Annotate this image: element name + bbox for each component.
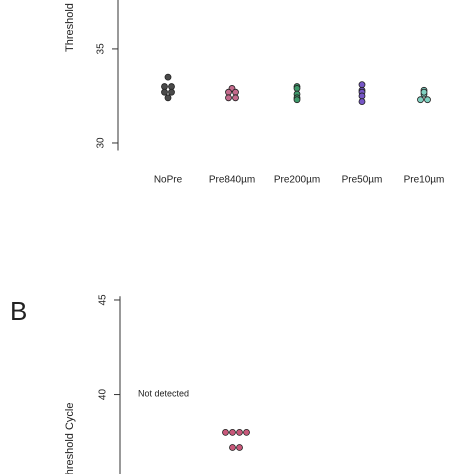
data-point bbox=[293, 96, 301, 104]
x-tick-label: Pre10µm bbox=[404, 175, 445, 186]
y-tick-label: 30 bbox=[96, 137, 107, 149]
data-point bbox=[424, 96, 431, 104]
y-tick-label: 45 bbox=[98, 294, 109, 306]
data-point bbox=[236, 428, 243, 436]
annotation: Not detected bbox=[138, 388, 189, 398]
data-point bbox=[161, 88, 168, 96]
y-tick-label: 35 bbox=[96, 43, 107, 55]
data-point bbox=[358, 81, 366, 89]
data-point bbox=[222, 428, 229, 436]
data-point bbox=[229, 428, 236, 436]
data-point bbox=[168, 83, 175, 90]
data-point bbox=[164, 94, 172, 102]
y-axis-label: Threshold Cycle bbox=[64, 0, 76, 52]
y-axis-label: Threshold Cycle bbox=[64, 403, 76, 474]
data-point bbox=[225, 88, 232, 96]
data-point bbox=[243, 428, 250, 436]
data-point bbox=[358, 92, 366, 100]
panel-label: B bbox=[10, 296, 27, 326]
data-point bbox=[161, 83, 168, 90]
data-point bbox=[420, 88, 428, 96]
y-tick-label: 40 bbox=[98, 389, 109, 401]
data-point bbox=[225, 94, 232, 102]
data-point bbox=[232, 88, 239, 96]
data-point bbox=[229, 444, 236, 451]
data-point bbox=[164, 73, 172, 81]
data-point bbox=[358, 98, 366, 105]
x-tick-label: Pre50µm bbox=[342, 175, 383, 186]
data-point bbox=[417, 96, 424, 104]
x-tick-label: Pre200µm bbox=[274, 175, 320, 186]
x-tick-label: Pre840µm bbox=[209, 175, 255, 186]
x-tick-label: NoPre bbox=[154, 175, 183, 186]
data-point bbox=[232, 94, 239, 102]
data-point bbox=[293, 85, 301, 92]
data-point bbox=[168, 88, 175, 96]
data-point bbox=[236, 444, 243, 451]
